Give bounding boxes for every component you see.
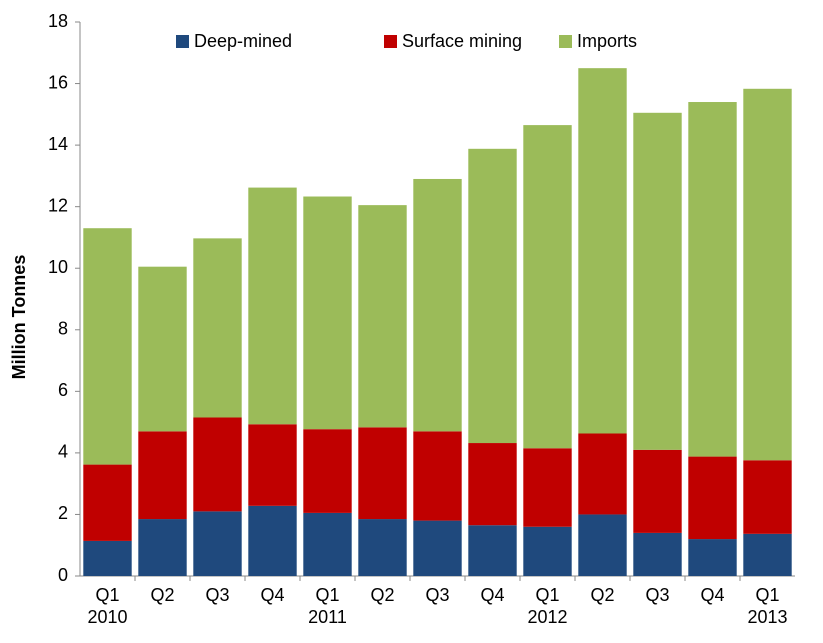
bar-segment [303,512,352,576]
bar-segment [248,505,297,576]
x-tick-label: Q4 [700,585,724,605]
legend-label: Surface mining [402,31,522,51]
bar-segment [138,266,187,432]
bar-segment [633,532,682,576]
bar-segment [743,460,792,534]
bar-segment [633,112,682,450]
bar-segment [413,178,462,432]
x-year-label: 2012 [527,607,567,627]
bar-segment [358,205,407,428]
bar-segment [83,228,132,465]
bar-segment [743,533,792,576]
x-tick-label: Q1 [535,585,559,605]
bar-segment [193,238,242,418]
bar-segment [138,431,187,520]
y-tick-label: 6 [58,380,68,400]
bar-segment [413,431,462,521]
y-tick-label: 8 [58,319,68,339]
bar-segment [83,540,132,576]
bar-segment [468,525,517,576]
bar-segment [83,464,132,541]
bar-segment [358,427,407,520]
bar-segment [578,514,627,576]
y-tick-label: 14 [48,134,68,154]
x-year-label: 2013 [747,607,787,627]
bar-segment [688,456,737,540]
bar-segment [303,429,352,513]
bar-segment [138,519,187,576]
x-tick-label: Q1 [315,585,339,605]
x-year-label: 2010 [87,607,127,627]
y-tick-label: 0 [58,565,68,585]
bar-segment [248,424,297,506]
bar-segment [578,68,627,434]
y-tick-label: 2 [58,503,68,523]
y-tick-label: 10 [48,257,68,277]
bar-segment [743,88,792,461]
bar-segment [193,417,242,512]
bar-segment [523,526,572,576]
legend-swatch [559,35,572,48]
legend-label: Deep-mined [194,31,292,51]
x-tick-label: Q1 [95,585,119,605]
bar-segment [193,511,242,576]
x-tick-label: Q2 [370,585,394,605]
legend-label: Imports [577,31,637,51]
bar-segment [688,102,737,457]
bar-segment [578,433,627,515]
x-tick-label: Q2 [150,585,174,605]
bar-segment [688,539,737,576]
bar-segment [523,125,572,449]
legend-swatch [176,35,189,48]
bar-segment [303,196,352,430]
y-tick-label: 12 [48,195,68,215]
x-tick-label: Q3 [425,585,449,605]
bar-segment [633,449,682,533]
bar-segment [358,519,407,576]
x-year-label: 2011 [308,607,347,627]
x-tick-label: Q3 [645,585,669,605]
y-tick-label: 18 [48,11,68,31]
bar-segment [468,148,517,444]
x-tick-label: Q2 [590,585,614,605]
bar-segment [413,520,462,576]
legend-swatch [384,35,397,48]
x-tick-label: Q1 [755,585,779,605]
y-tick-label: 16 [48,72,68,92]
bar-segment [523,448,572,527]
x-tick-label: Q4 [260,585,284,605]
x-tick-label: Q4 [480,585,504,605]
x-tick-label: Q3 [205,585,229,605]
bar-segment [248,187,297,425]
bar-segment [468,443,517,526]
y-tick-label: 4 [58,442,68,462]
y-axis-title: Million Tonnes [9,255,29,380]
